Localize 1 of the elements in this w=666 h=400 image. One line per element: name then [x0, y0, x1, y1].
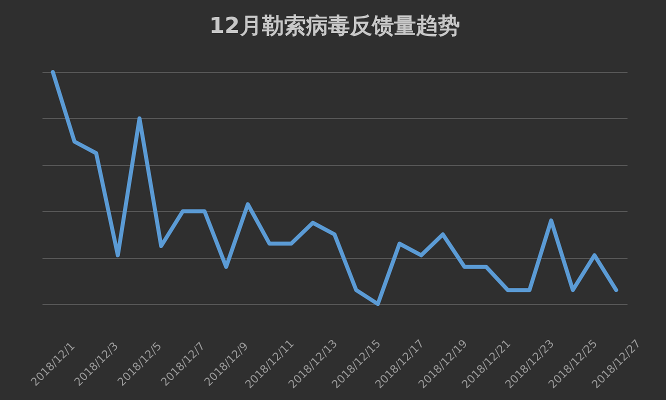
chart-title: 12月勒索病毒反馈量趋势 [209, 14, 460, 39]
